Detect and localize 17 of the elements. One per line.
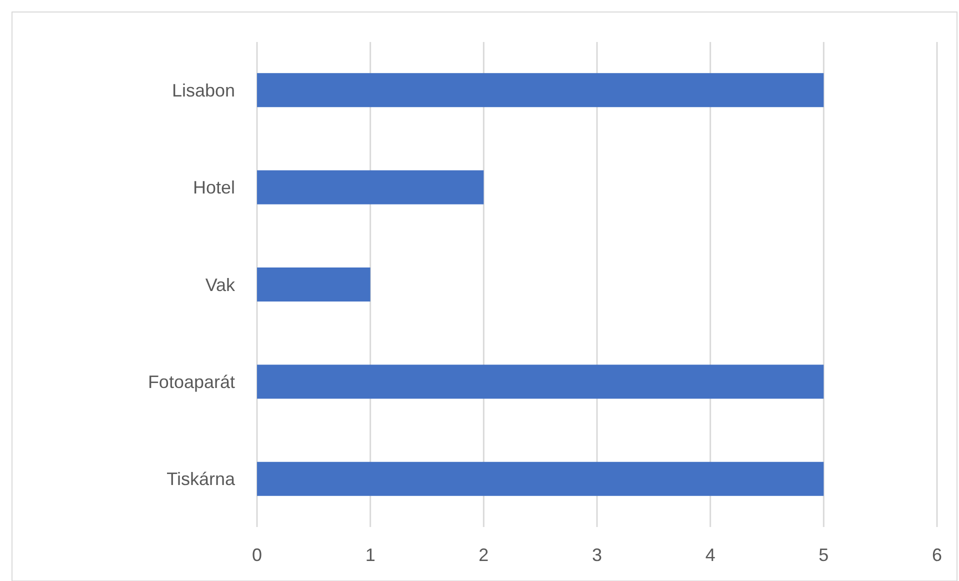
bar bbox=[257, 364, 824, 399]
y-tick-label: Tiskárna bbox=[166, 469, 236, 490]
bar bbox=[257, 73, 824, 108]
bar bbox=[257, 267, 370, 302]
y-tick-label: Hotel bbox=[192, 178, 235, 198]
x-tick-label: 0 bbox=[252, 545, 262, 565]
x-tick-label: 4 bbox=[705, 545, 716, 565]
x-tick-label: 5 bbox=[818, 545, 829, 565]
y-tick-label: Vak bbox=[205, 274, 236, 295]
y-tick-label: Lisabon bbox=[172, 80, 235, 100]
x-tick-label: 6 bbox=[932, 545, 942, 565]
x-tick-label: 1 bbox=[365, 545, 376, 565]
x-tick-label: 3 bbox=[592, 545, 602, 565]
bar bbox=[257, 462, 824, 496]
bar bbox=[257, 170, 484, 204]
y-tick-label: Fotoaparát bbox=[148, 372, 235, 392]
x-tick-label: 2 bbox=[478, 545, 489, 565]
